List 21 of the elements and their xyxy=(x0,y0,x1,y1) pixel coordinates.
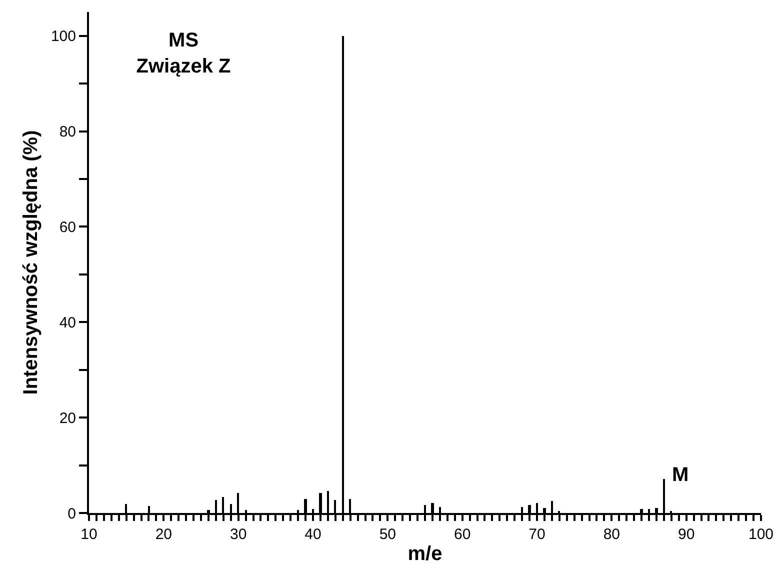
x-tick-label: 40 xyxy=(304,526,322,543)
y-tick-label: 80 xyxy=(59,124,76,141)
x-tick-label: 50 xyxy=(379,526,396,543)
x-tick-label: 80 xyxy=(603,526,620,543)
text: MS xyxy=(168,29,199,52)
x-tick-label: 70 xyxy=(528,526,546,543)
y-tick-label: 60 xyxy=(59,218,76,236)
x-tick-label: 90 xyxy=(678,526,695,543)
x-tick-label: 20 xyxy=(155,526,172,543)
x-tick-label: 30 xyxy=(230,526,247,543)
x-tick-label: 100 xyxy=(748,526,774,543)
annotation: M xyxy=(672,464,689,486)
y-axis-title: Intensywność względna (%) xyxy=(20,130,42,395)
y-tick-label: 40 xyxy=(59,314,76,332)
x-axis-title: m/e xyxy=(408,543,442,565)
y-tick-label: 100 xyxy=(50,28,76,46)
x-tick-label: 60 xyxy=(454,526,471,543)
y-tick-label: 0 xyxy=(68,505,76,522)
text: Związek Z xyxy=(136,55,231,78)
y-tick-label: 20 xyxy=(59,410,76,427)
x-tick-label: 10 xyxy=(80,526,98,543)
